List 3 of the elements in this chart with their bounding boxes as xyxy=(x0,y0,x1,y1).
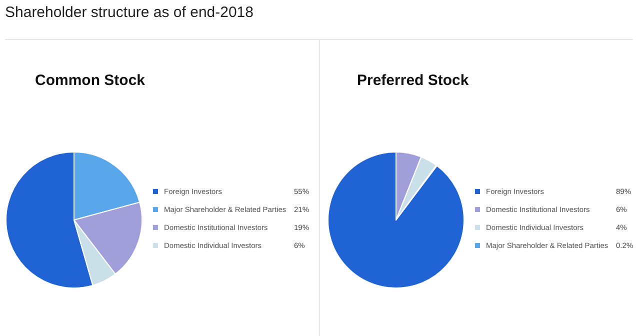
chart-title: Shareholder structure as of end-2018 xyxy=(5,4,254,21)
chart-subtitle: Common Stock xyxy=(35,72,146,89)
chart-title: Preferred Stock xyxy=(357,72,470,89)
